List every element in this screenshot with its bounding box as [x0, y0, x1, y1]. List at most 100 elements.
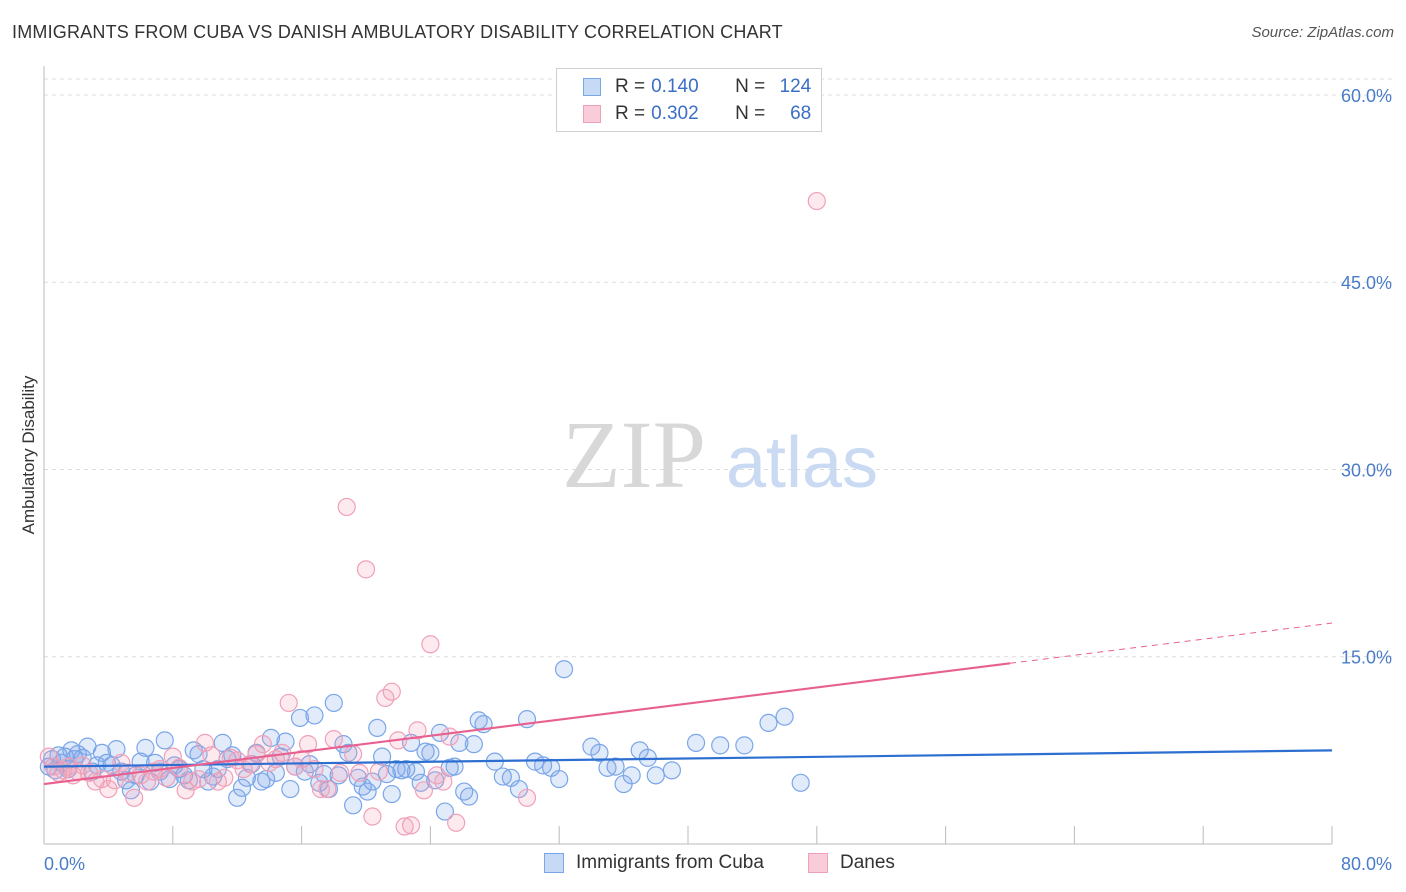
data-point-danes	[215, 768, 234, 787]
bottom-legend-item-danes[interactable]: Danes	[808, 852, 895, 874]
data-point-cuba	[590, 743, 609, 762]
watermark: ZIP atlas	[562, 401, 878, 508]
data-point-cuba	[606, 757, 625, 776]
data-point-cuba	[281, 779, 300, 799]
data-point-cuba	[290, 708, 310, 728]
data-point-cuba	[136, 738, 155, 757]
data-point-cuba	[554, 660, 574, 679]
data-point-danes	[298, 735, 318, 754]
bottom-legend-item-cuba[interactable]: Immigrants from Cuba	[544, 852, 764, 874]
data-point-cuba	[686, 733, 706, 752]
data-point-cuba	[791, 773, 810, 792]
legend-n-label: N =	[735, 76, 766, 97]
legend: R = 0.140 N = 124 R = 0.302 N = 68	[556, 68, 822, 132]
data-point-danes	[517, 788, 537, 807]
data-point-cuba	[344, 796, 363, 815]
data-point-cuba	[550, 769, 569, 789]
data-point-danes	[125, 788, 144, 807]
data-point-cuba	[363, 772, 382, 791]
data-point-danes	[337, 497, 356, 517]
bottom-legend-swatch-danes	[808, 853, 828, 873]
data-point-cuba	[358, 782, 377, 801]
grid	[44, 78, 1392, 658]
x-tick-label: 0.0%	[44, 854, 85, 874]
data-point-danes	[279, 693, 298, 713]
legend-n-value: 124	[779, 76, 812, 97]
bottom-legend: Immigrants from Cuba Danes	[0, 852, 1406, 878]
data-point-cuba	[406, 762, 426, 781]
data-point-danes	[318, 779, 337, 799]
legend-r-label: R =	[615, 103, 646, 124]
legend-row-cuba: R = 0.140 N = 124	[583, 75, 811, 99]
data-point-danes	[356, 560, 376, 579]
y-tick-label: 45.0%	[1341, 273, 1392, 293]
data-point-danes	[39, 747, 58, 766]
data-point-cuba	[276, 732, 295, 751]
data-point-cuba	[455, 782, 474, 801]
data-point-danes	[807, 191, 826, 211]
data-point-cuba	[305, 706, 324, 725]
data-point-danes	[395, 817, 414, 836]
trend-line-cuba	[43, 749, 1333, 768]
x-tick-label: 80.0%	[1341, 854, 1392, 874]
tick-labels: 15.0% 30.0% 45.0% 60.0% 0.0% 80.0%	[44, 86, 1392, 874]
data-point-cuba	[450, 733, 469, 752]
chart-title: IMMIGRANTS FROM CUBA VS DANISH AMBULATOR…	[12, 22, 783, 42]
legend-row-danes: R = 0.302 N = 68	[583, 102, 811, 126]
legend-swatch-danes	[583, 105, 601, 123]
data-point-danes	[350, 763, 369, 782]
data-point-danes	[253, 735, 273, 754]
watermark-atlas: atlas	[726, 423, 878, 503]
bottom-legend-label-cuba: Immigrants from Cuba	[576, 852, 764, 873]
data-point-cuba	[334, 735, 353, 754]
data-point-cuba	[155, 731, 174, 750]
data-point-cuba	[97, 753, 116, 772]
data-point-cuba	[735, 736, 754, 755]
data-point-cuba	[622, 766, 641, 785]
data-point-cuba	[382, 784, 401, 804]
data-point-cuba	[92, 743, 112, 762]
y-tick-label: 60.0%	[1341, 86, 1392, 106]
data-point-cuba	[324, 693, 343, 713]
data-point-danes	[434, 772, 453, 791]
data-point-danes	[401, 816, 421, 835]
data-point-danes	[440, 727, 459, 746]
data-point-cuba	[711, 736, 730, 755]
data-point-cuba	[421, 743, 440, 762]
data-point-cuba	[646, 766, 665, 785]
legend-n-label: N =	[735, 103, 766, 124]
data-point-cuba	[373, 747, 392, 766]
legend-swatch-cuba	[583, 78, 601, 96]
y-tick-label: 30.0%	[1341, 460, 1392, 480]
legend-r-value: 0.302	[651, 103, 699, 124]
data-point-cuba	[464, 735, 483, 754]
data-point-cuba	[232, 778, 252, 797]
data-point-danes	[369, 762, 388, 781]
data-point-cuba	[213, 733, 232, 752]
data-point-danes	[344, 745, 363, 764]
y-axis-label: Ambulatory Disability	[19, 375, 38, 534]
data-point-danes	[189, 769, 208, 789]
data-point-danes	[408, 721, 427, 740]
data-point-danes	[311, 779, 331, 799]
data-point-cuba	[759, 713, 778, 733]
data-point-danes	[331, 763, 350, 782]
data-point-danes	[447, 813, 466, 832]
data-point-cuba	[107, 740, 126, 759]
data-point-danes	[112, 753, 131, 772]
y-tick-label: 15.0%	[1341, 648, 1392, 668]
data-point-cuba	[368, 718, 387, 738]
data-point-cuba	[435, 802, 454, 821]
bottom-legend-swatch-cuba	[544, 853, 564, 873]
trend-lines	[43, 622, 1333, 786]
data-point-cuba	[228, 788, 247, 807]
axes	[43, 66, 1333, 845]
legend-r-label: R =	[615, 76, 646, 97]
data-point-danes	[324, 730, 343, 749]
data-point-danes	[137, 772, 157, 791]
watermark-zip: ZIP	[562, 401, 706, 508]
source-label: Source: ZipAtlas.com	[1251, 24, 1394, 41]
trend-line-danes	[43, 662, 1011, 786]
data-point-danes	[305, 759, 324, 779]
